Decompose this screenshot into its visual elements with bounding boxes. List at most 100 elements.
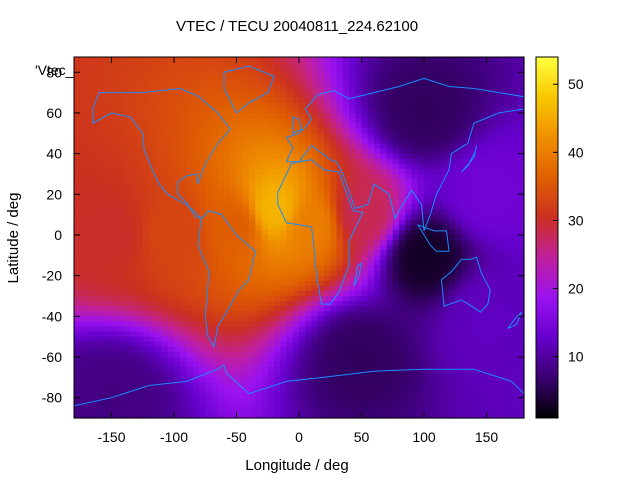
heatmap-cell — [86, 199, 94, 206]
heatmap-cell — [180, 189, 188, 195]
heatmap-cell — [280, 179, 288, 185]
heatmap-cell — [349, 265, 356, 272]
heatmap-cell — [155, 397, 163, 404]
heatmap-cell — [449, 204, 456, 211]
heatmap-cell — [130, 138, 138, 145]
heatmap-cell — [174, 107, 181, 114]
heatmap-cell — [211, 214, 219, 221]
heatmap-cell — [380, 372, 388, 378]
heatmap-cell — [186, 295, 194, 302]
heatmap-cell — [461, 301, 469, 307]
heatmap-cell — [86, 377, 94, 383]
heatmap-cell — [399, 173, 406, 180]
heatmap-cell — [261, 255, 269, 261]
heatmap-cell — [305, 87, 313, 94]
heatmap-cell — [311, 112, 319, 119]
heatmap-cell — [217, 311, 225, 317]
heatmap-cell — [392, 290, 400, 297]
heatmap-cell — [492, 57, 500, 63]
heatmap-cell — [136, 204, 144, 211]
heatmap-cell — [217, 392, 225, 399]
heatmap-cell — [380, 245, 388, 251]
heatmap-cell — [224, 224, 231, 231]
heatmap-cell — [267, 77, 275, 84]
heatmap-cell — [167, 219, 175, 226]
heatmap-cell — [111, 336, 119, 343]
heatmap-cell — [455, 240, 463, 246]
heatmap-cell — [517, 62, 525, 68]
heatmap-cell — [230, 143, 238, 150]
heatmap-cell — [111, 158, 119, 165]
heatmap-cell — [180, 184, 188, 190]
heatmap-cell — [167, 346, 175, 353]
heatmap-cell — [461, 311, 469, 317]
heatmap-cell — [124, 250, 131, 256]
heatmap-cell — [149, 143, 156, 150]
heatmap-cell — [486, 351, 494, 358]
heatmap-cell — [449, 377, 456, 383]
heatmap-cell — [230, 133, 238, 139]
heatmap-cell — [461, 336, 469, 343]
heatmap-cell — [255, 62, 263, 68]
heatmap-cell — [124, 301, 131, 307]
heatmap-cell — [136, 179, 144, 185]
heatmap-cell — [224, 402, 231, 409]
heatmap-cell — [455, 280, 463, 287]
heatmap-cell — [80, 168, 88, 175]
heatmap-cell — [136, 356, 144, 363]
heatmap-cell — [261, 382, 269, 389]
heatmap-cell — [111, 148, 119, 155]
heatmap-cell — [136, 128, 144, 134]
heatmap-cell — [349, 224, 356, 231]
heatmap-cell — [286, 219, 294, 226]
heatmap-cell — [367, 107, 375, 114]
heatmap-cell — [505, 270, 513, 277]
heatmap-cell — [461, 214, 469, 221]
heatmap-cell — [230, 204, 238, 211]
heatmap-cell — [130, 285, 138, 292]
heatmap-cell — [349, 148, 356, 155]
heatmap-cell — [449, 102, 456, 109]
heatmap-cell — [205, 184, 213, 190]
heatmap-cell — [374, 138, 381, 145]
heatmap-cell — [236, 387, 244, 394]
heatmap-cell — [517, 97, 525, 104]
heatmap-cell — [411, 229, 419, 236]
heatmap-cell — [386, 224, 394, 231]
heatmap-cell — [380, 184, 388, 190]
heatmap-cell — [486, 250, 494, 256]
heatmap-cell — [167, 341, 175, 348]
heatmap-cell — [249, 362, 256, 368]
heatmap-cell — [342, 326, 350, 333]
heatmap-cell — [86, 285, 94, 292]
heatmap-cell — [211, 138, 219, 145]
heatmap-cell — [217, 321, 225, 328]
heatmap-cell — [186, 153, 194, 160]
heatmap-cell — [224, 204, 231, 211]
heatmap-cell — [517, 280, 525, 287]
heatmap-cell — [236, 402, 244, 409]
heatmap-cell — [274, 245, 281, 251]
heatmap-cell — [124, 377, 131, 383]
heatmap-cell — [205, 280, 213, 287]
heatmap-cell — [499, 295, 506, 302]
heatmap-cell — [355, 87, 363, 94]
heatmap-cell — [311, 158, 319, 165]
heatmap-cell — [205, 316, 213, 322]
heatmap-cell — [374, 402, 381, 409]
heatmap-cell — [336, 168, 344, 175]
heatmap-cell — [74, 112, 81, 119]
heatmap-cell — [361, 128, 369, 134]
heatmap-cell — [86, 97, 94, 104]
heatmap-cell — [74, 311, 81, 317]
heatmap-cell — [299, 356, 306, 363]
heatmap-cell — [430, 280, 438, 287]
heatmap-cell — [105, 168, 113, 175]
heatmap-cell — [286, 234, 294, 241]
heatmap-cell — [267, 336, 275, 343]
heatmap-cell — [155, 321, 163, 328]
heatmap-cell — [455, 306, 463, 312]
heatmap-cell — [136, 82, 144, 89]
heatmap-cell — [167, 128, 175, 134]
heatmap-cell — [111, 280, 119, 287]
